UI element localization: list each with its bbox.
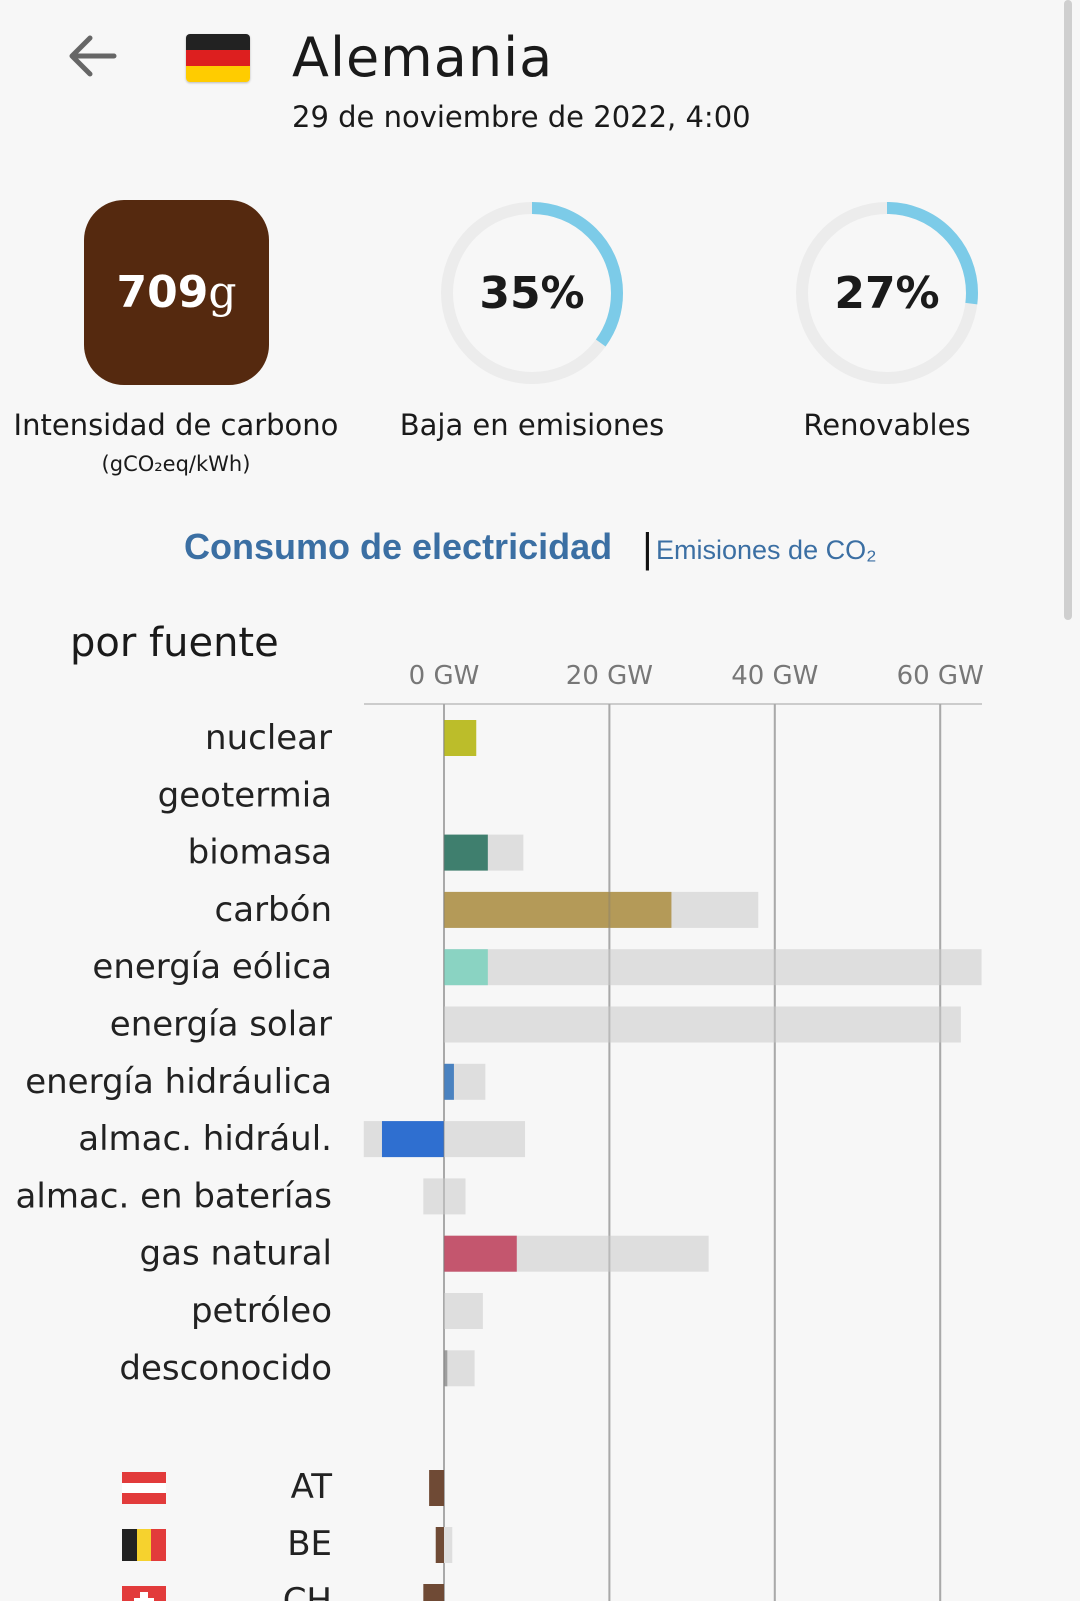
exchange-bar xyxy=(423,1584,444,1601)
page-title: Alemania xyxy=(292,26,554,89)
x-tick-label: 40 GW xyxy=(731,661,818,691)
renewables-value: 27% xyxy=(834,267,940,319)
capacity-bar xyxy=(444,949,982,986)
renewables-label: Renovables xyxy=(803,408,971,442)
exchange-bar xyxy=(435,1527,444,1563)
x-tick-label: 0 GW xyxy=(409,661,480,691)
exchange-country-label: CH xyxy=(283,1581,332,1601)
exchange-bar xyxy=(429,1470,444,1506)
category-label: energía hidráulica xyxy=(25,1062,332,1102)
production-bar xyxy=(381,1121,444,1158)
category-label: almac. en baterías xyxy=(16,1176,332,1216)
capacity-bar xyxy=(444,1006,961,1043)
category-label: geotermia xyxy=(158,775,332,815)
capacity-bar xyxy=(423,1178,466,1215)
austria-flag-icon xyxy=(122,1472,166,1504)
production-by-source-chart: 0 GW 20 GW 40 GW 60 GW nuclear geotermia bioma… xyxy=(16,661,984,1601)
timestamp: 29 de noviembre de 2022, 4:00 xyxy=(292,100,751,134)
germany-flag-icon xyxy=(186,34,250,82)
carbon-intensity-unit: g xyxy=(208,267,237,318)
section-title: por fuente xyxy=(70,620,279,666)
category-label: gas natural xyxy=(140,1234,332,1274)
category-label: petróleo xyxy=(191,1291,332,1331)
carbon-intensity-label: Intensidad de carbono xyxy=(13,408,339,442)
exchange-capacity-bar xyxy=(444,1527,453,1563)
category-label: carbón xyxy=(215,890,332,930)
low-emission-gauge: 35% xyxy=(437,198,627,388)
low-emission-label: Baja en emisiones xyxy=(399,408,665,442)
carbon-intensity-badge: 709 g xyxy=(84,200,269,385)
category-label: desconocido xyxy=(119,1348,332,1388)
scrollbar[interactable] xyxy=(1064,0,1072,620)
exchange-country-label: BE xyxy=(287,1524,332,1564)
tab-electricity-consumption[interactable]: Consumo de electricidad xyxy=(184,526,613,567)
capacity-bar xyxy=(444,1350,475,1387)
arrow-left-icon[interactable] xyxy=(64,28,120,84)
carbon-intensity-value: 709 xyxy=(116,267,209,318)
carbon-intensity-unit-label: (gCO₂eq/kWh) xyxy=(101,452,251,476)
production-bar xyxy=(444,1063,454,1100)
production-bar xyxy=(444,891,672,928)
category-label: almac. hidrául. xyxy=(78,1119,332,1159)
production-bar xyxy=(444,949,488,986)
tab-co2-emissions[interactable]: Emisiones de CO₂ xyxy=(656,535,877,565)
production-bar xyxy=(444,720,477,756)
production-bar xyxy=(444,1350,448,1387)
tab-separator: | xyxy=(641,526,654,570)
belgium-flag-icon xyxy=(122,1529,166,1561)
capacity-bar xyxy=(444,1293,483,1329)
switzerland-flag-icon xyxy=(122,1586,166,1601)
category-label: energía solar xyxy=(110,1005,332,1045)
production-bar xyxy=(444,1235,517,1272)
x-tick-label: 60 GW xyxy=(897,661,984,691)
low-emission-value: 35% xyxy=(479,267,585,319)
exchange-country-label: AT xyxy=(291,1467,333,1507)
x-tick-label: 20 GW xyxy=(566,661,653,691)
renewables-gauge: 27% xyxy=(792,198,982,388)
category-label: energía eólica xyxy=(92,947,332,987)
production-bar xyxy=(444,834,488,871)
category-label: biomasa xyxy=(188,833,332,873)
category-label: nuclear xyxy=(205,718,332,758)
